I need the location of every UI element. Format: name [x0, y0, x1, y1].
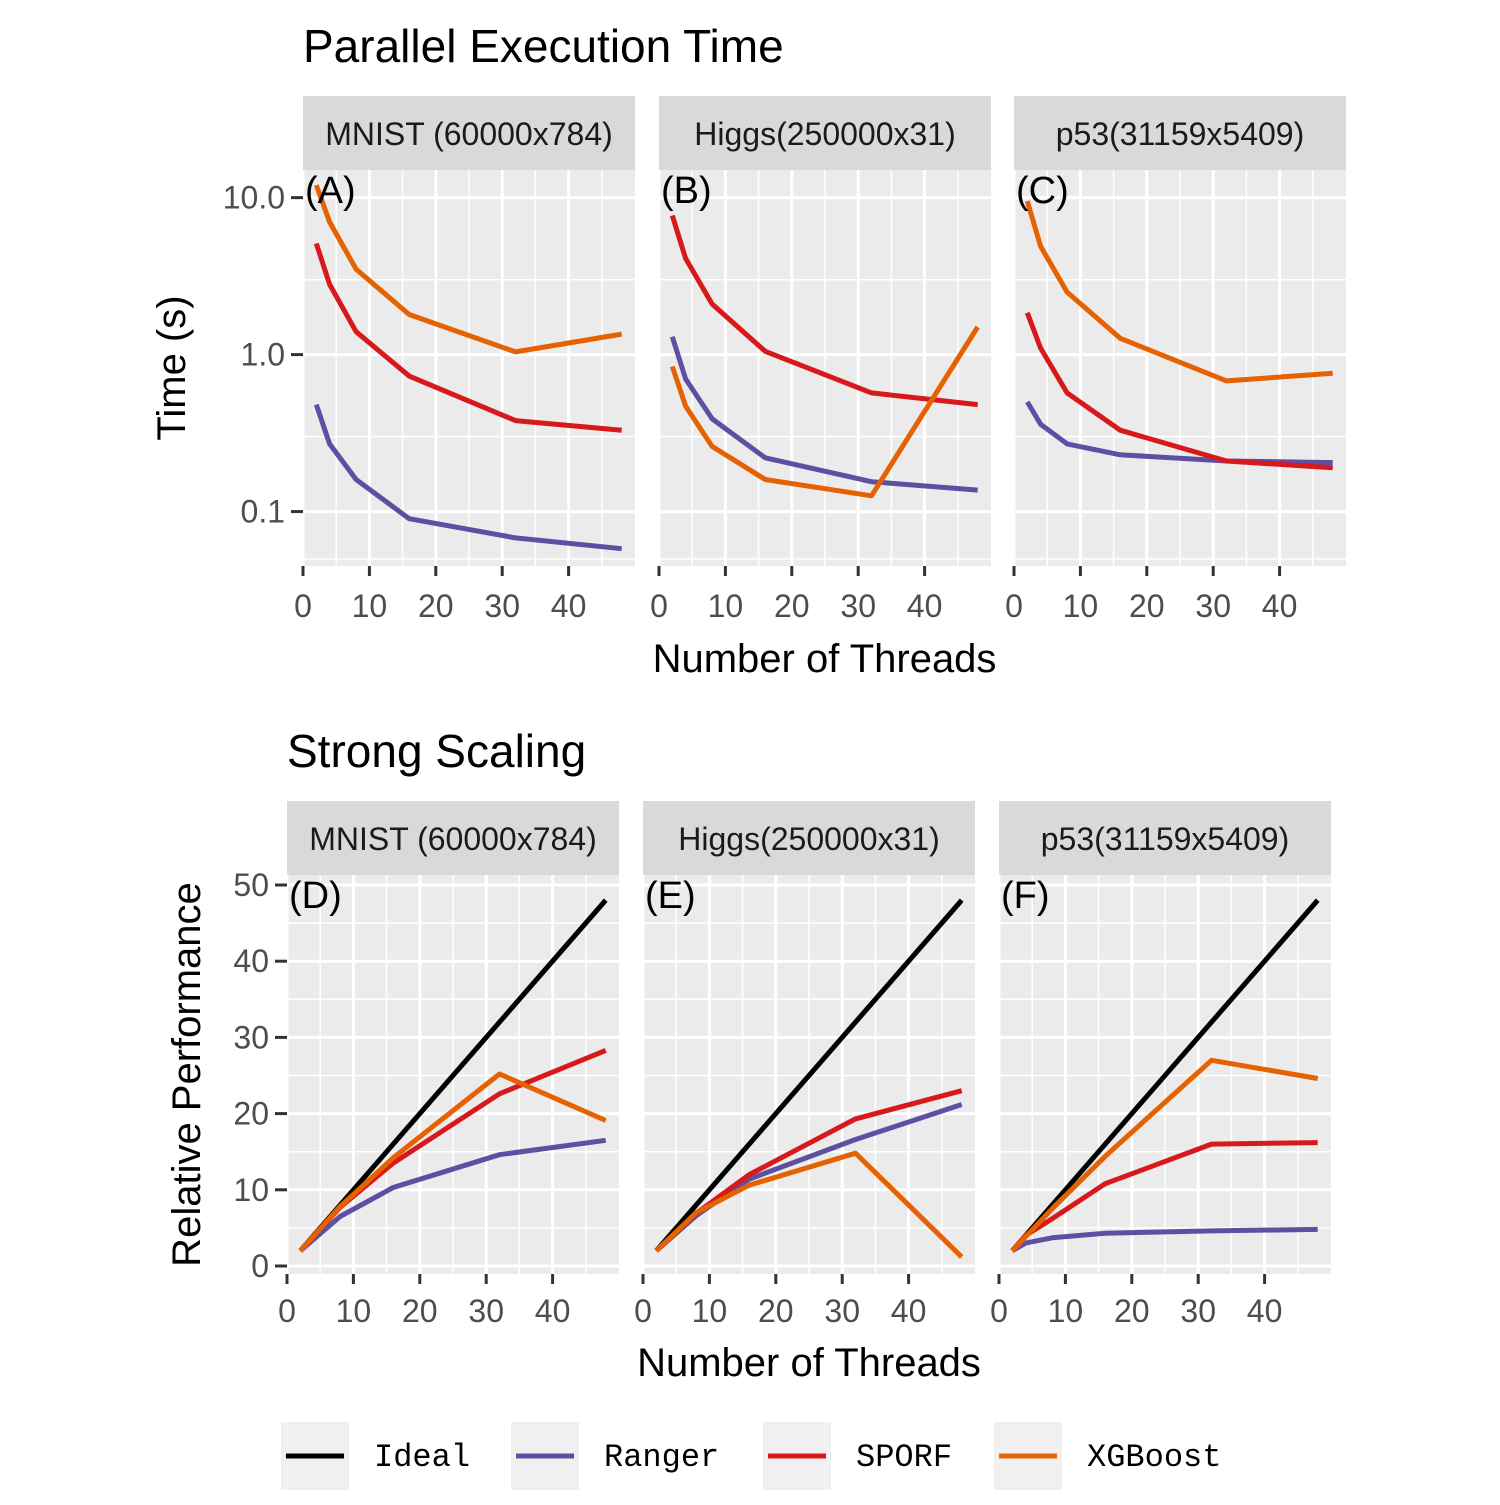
series-line-ideal	[654, 898, 964, 1253]
y-tick-label: 30	[233, 1019, 269, 1055]
x-tick-label: 0	[1005, 588, 1023, 624]
x-tick-label: 30	[1180, 1293, 1216, 1329]
panel-strip	[999, 801, 1331, 875]
x-tick-label: 40	[907, 588, 943, 624]
panel-strip-label: Higgs(250000x31)	[694, 116, 956, 152]
x-tick-label: 20	[758, 1293, 794, 1329]
x-tick-label: 10	[708, 588, 744, 624]
legend-label: Ideal	[374, 1439, 470, 1476]
x-axis-title: Number of Threads	[653, 637, 997, 681]
x-tick-label: 0	[650, 588, 668, 624]
y-axis-title: Relative Performance	[165, 882, 209, 1267]
x-tick-label: 40	[551, 588, 587, 624]
panel-strip	[287, 801, 619, 875]
panel-tag: (D)	[289, 875, 342, 917]
x-tick-label: 10	[336, 1293, 372, 1329]
x-tick-label: 40	[1247, 1293, 1283, 1329]
legend-label: SPORF	[856, 1439, 952, 1476]
x-tick-label: 10	[692, 1293, 728, 1329]
x-tick-label: 30	[824, 1293, 860, 1329]
x-tick-label: 20	[774, 588, 810, 624]
panel-2: Higgs(250000x31) (E) 0 10 20 30 40	[634, 801, 975, 1329]
panel-strip-label: p53(31159x5409)	[1041, 821, 1290, 857]
panel-tag: (F)	[1001, 875, 1050, 917]
x-tick-label: 30	[484, 588, 520, 624]
series-line-sporf	[669, 214, 978, 408]
series-line-ranger	[313, 403, 622, 552]
strong-scaling-chart: Strong Scaling MNIST (60000x784) (D) 0 10 20 3…	[165, 725, 1331, 1385]
series-line-ideal	[1010, 898, 1320, 1253]
panel-strip-label: MNIST (60000x784)	[325, 116, 613, 152]
x-tick-label: 30	[468, 1293, 504, 1329]
series-line-xgboost	[669, 325, 980, 499]
x-axis-title: Number of Threads	[637, 1341, 981, 1385]
y-tick-label: 20	[233, 1096, 269, 1132]
panel-1: MNIST (60000x784) (A) 0 10 20 30 40 0.1 1.0 10.0	[223, 96, 635, 624]
legend-label: Ranger	[604, 1439, 719, 1476]
panel-1: MNIST (60000x784) (D) 0 10 20 30 40 0 10 20 30 40 50	[233, 801, 619, 1329]
panel-strip-label: Higgs(250000x31)	[678, 821, 940, 857]
panel-strip-label: MNIST (60000x784)	[309, 821, 597, 857]
x-tick-label: 30	[1195, 588, 1231, 624]
series-line-xgboost	[654, 1150, 964, 1259]
panel-strip-label: p53(31159x5409)	[1056, 116, 1305, 152]
x-tick-label: 30	[840, 588, 876, 624]
y-tick-label: 50	[233, 867, 269, 903]
execution-time-chart: Parallel Execution Time MNIST (60000x784)…	[150, 20, 1346, 681]
x-tick-label: 10	[1063, 588, 1099, 624]
x-tick-label: 10	[1048, 1293, 1084, 1329]
x-tick-label: 0	[634, 1293, 652, 1329]
panel-strip	[659, 96, 991, 170]
x-tick-label: 40	[535, 1293, 571, 1329]
series-line-xgboost	[298, 1071, 607, 1253]
panel-tag: (C)	[1016, 170, 1069, 212]
series-line-ideal	[298, 898, 608, 1253]
x-tick-label: 0	[990, 1293, 1008, 1329]
panel-strip	[643, 801, 975, 875]
panel-2: Higgs(250000x31) (B) 0 10 20 30 40	[650, 96, 991, 624]
x-tick-label: 20	[418, 588, 454, 624]
panel-3: p53(31159x5409) (F) 0 10 20 30 40	[990, 801, 1331, 1329]
chart-title: Parallel Execution Time	[303, 20, 784, 72]
y-axis-title: Time (s)	[150, 295, 194, 440]
x-tick-label: 0	[278, 1293, 296, 1329]
y-tick-label: 10	[233, 1172, 269, 1208]
legend: Ideal Ranger SPORF XGBoost	[281, 1422, 1221, 1490]
y-tick-label: 0	[251, 1248, 269, 1284]
panel-strip	[1014, 96, 1346, 170]
series-line-xgboost	[313, 184, 623, 355]
series-line-ranger	[298, 1137, 607, 1253]
x-tick-label: 20	[402, 1293, 438, 1329]
chart-title: Strong Scaling	[287, 725, 586, 777]
x-tick-label: 20	[1129, 588, 1165, 624]
panel-tag: (A)	[305, 170, 356, 212]
series-line-xgboost	[1010, 1057, 1319, 1253]
panel-tag: (B)	[661, 170, 712, 212]
series-line-ranger	[1011, 1226, 1318, 1253]
series-line-xgboost	[1024, 200, 1333, 384]
y-tick-label: 40	[233, 943, 269, 979]
y-tick-label: 0.1	[241, 494, 285, 530]
series-line-sporf	[1024, 311, 1333, 471]
panel-tag: (E)	[645, 875, 696, 917]
y-tick-label: 10.0	[223, 180, 285, 216]
x-tick-label: 40	[1262, 588, 1298, 624]
x-tick-label: 0	[294, 588, 312, 624]
y-tick-label: 1.0	[241, 337, 285, 373]
x-tick-label: 20	[1114, 1293, 1150, 1329]
panel-3: p53(31159x5409) (C) 0 10 20 30 40	[1005, 96, 1346, 624]
series-line-sporf	[313, 242, 622, 433]
legend-label: XGBoost	[1087, 1439, 1221, 1476]
panel-strip	[303, 96, 635, 170]
x-tick-label: 40	[891, 1293, 927, 1329]
series-line-ranger	[669, 335, 978, 493]
x-tick-label: 10	[352, 588, 388, 624]
